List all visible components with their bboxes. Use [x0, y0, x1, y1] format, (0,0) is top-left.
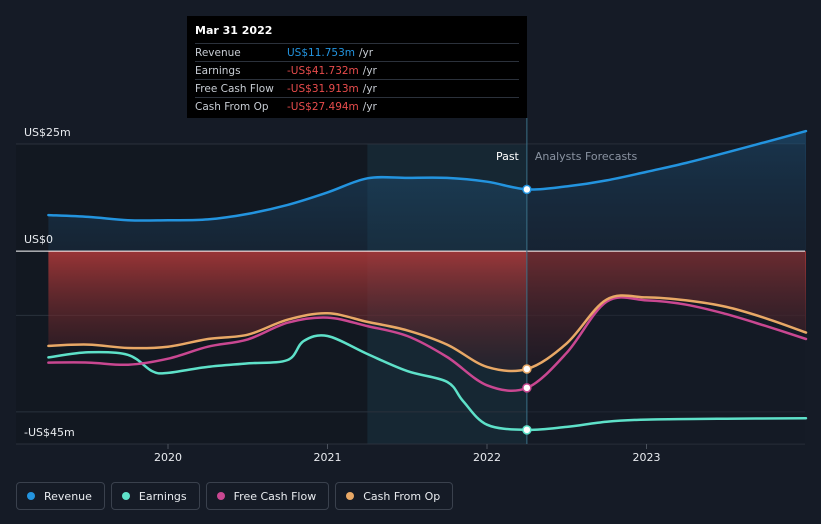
- series-line-free-cash-flow: [47, 296, 808, 393]
- series-line-earnings: [47, 334, 808, 432]
- y-axis-zero-label: US$0: [24, 233, 53, 246]
- tooltip-value: -US$31.913m: [287, 82, 359, 95]
- legend-item-revenue[interactable]: Revenue: [16, 482, 105, 510]
- highlight-marker-revenue: [522, 184, 532, 195]
- series-line-cash-from-op: [47, 294, 808, 373]
- tooltip-unit: /yr: [362, 100, 377, 113]
- highlight-marker-free-cash-flow: [522, 383, 532, 393]
- tooltip-row-earnings: Earnings -US$41.732m /yr: [195, 61, 519, 79]
- legend: Revenue Earnings Free Cash Flow Cash Fro…: [16, 482, 454, 512]
- legend-label: Revenue: [44, 489, 92, 503]
- highlight-marker-cash-from-op: [522, 364, 532, 374]
- tooltip-row-cash-from-op: Cash From Op -US$27.494m /yr: [195, 97, 519, 115]
- tooltip-row-free-cash-flow: Free Cash Flow -US$31.913m /yr: [195, 79, 519, 97]
- legend-dot-icon: [27, 492, 35, 500]
- legend-label: Free Cash Flow: [233, 489, 317, 503]
- tooltip-value: -US$41.732m: [287, 64, 359, 77]
- forecast-shade: [526, 144, 805, 252]
- y-axis-min-label: -US$45m: [24, 426, 75, 439]
- revenue-area: [48, 131, 806, 252]
- x-tick-label: 2023: [633, 451, 661, 464]
- tooltip-value: US$11.753m: [287, 46, 355, 59]
- forecast-shade: [526, 251, 805, 444]
- tooltip-label: Cash From Op: [195, 100, 269, 113]
- tooltip-unit: /yr: [359, 46, 374, 59]
- legend-dot-icon: [216, 492, 225, 500]
- tooltip-row-revenue: Revenue US$11.753m /yr: [195, 43, 519, 61]
- legend-label: Cash From Op: [363, 489, 441, 503]
- legend-dot-icon: [121, 492, 130, 500]
- tooltip: Mar 31 2022 Revenue US$11.753m /yr Earni…: [187, 16, 527, 118]
- x-tick-label: 2022: [473, 451, 501, 464]
- legend-item-free-cash-flow[interactable]: Free Cash Flow: [205, 482, 330, 510]
- series-line-revenue: [47, 129, 808, 222]
- legend-label: Earnings: [138, 489, 187, 503]
- legend-item-cash-from-op[interactable]: Cash From Op: [335, 482, 454, 510]
- negative-area: [48, 251, 806, 372]
- tooltip-label: Free Cash Flow: [195, 82, 274, 95]
- legend-dot-icon: [346, 492, 355, 500]
- forecast-label: Analysts Forecasts: [535, 150, 638, 163]
- tooltip-label: Revenue: [195, 46, 241, 59]
- y-axis-max-label: US$25m: [24, 126, 71, 139]
- tooltip-value: -US$27.494m: [287, 100, 359, 113]
- legend-item-earnings[interactable]: Earnings: [110, 482, 200, 510]
- highlight-marker-earnings: [522, 425, 532, 435]
- x-tick-label: 2021: [314, 451, 342, 464]
- tooltip-unit: /yr: [362, 82, 377, 95]
- tooltip-label: Earnings: [195, 64, 241, 77]
- tooltip-title: Mar 31 2022: [195, 24, 273, 37]
- tooltip-unit: /yr: [362, 64, 377, 77]
- past-label: Past: [496, 150, 520, 163]
- x-tick-label: 2020: [154, 451, 182, 464]
